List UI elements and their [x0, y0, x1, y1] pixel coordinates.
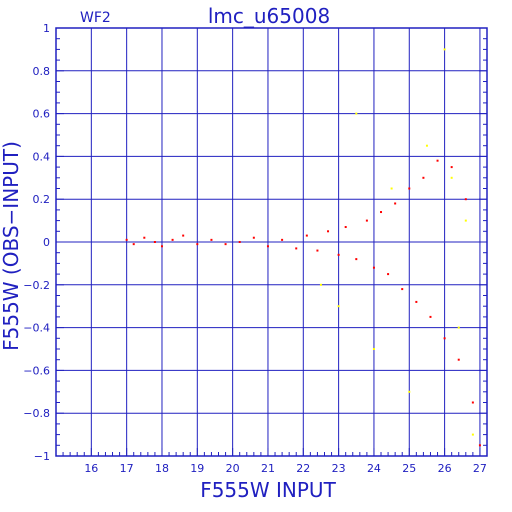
data-point [295, 247, 298, 250]
data-point [355, 258, 358, 261]
data-point [238, 241, 241, 243]
data-point [415, 300, 418, 303]
data-point [380, 211, 383, 214]
data-point [464, 219, 467, 222]
data-point [450, 176, 453, 179]
data-point [464, 198, 467, 201]
data-point [281, 238, 284, 241]
data-point [401, 288, 404, 291]
data-point [132, 243, 135, 246]
x-tick-label: 24 [367, 462, 381, 475]
x-tick-label: 27 [473, 462, 487, 475]
x-tick-label: 20 [226, 462, 240, 475]
data-point [471, 401, 474, 404]
x-axis-ticks: 16 17 18 19 20 21 22 23 24 25 26 27 [62, 448, 488, 475]
x-tick-label: 17 [120, 462, 134, 475]
y-axis-title: F555W (OBS−INPUT) [0, 141, 23, 351]
data-point [266, 245, 269, 248]
data-point [305, 234, 308, 237]
data-point [471, 433, 474, 436]
data-point [252, 236, 255, 239]
data-point [365, 219, 368, 222]
x-axis-title: F555W INPUT [200, 478, 336, 502]
data-point [457, 358, 460, 361]
x-tick-label: 23 [332, 462, 346, 475]
data-point [125, 238, 128, 241]
data-point [429, 315, 432, 318]
y-tick-label: −0.2 [23, 279, 50, 292]
y-tick-label: 0.8 [33, 65, 51, 78]
data-point [337, 305, 340, 308]
chart-title: lmc_u65008 [208, 4, 330, 28]
data-point [143, 236, 146, 239]
data-point [425, 144, 428, 147]
data-point [372, 266, 375, 269]
x-tick-label: 18 [155, 462, 169, 475]
data-point [337, 253, 340, 256]
data-point [196, 243, 199, 246]
data-point [457, 326, 460, 329]
y-tick-label: −0.8 [23, 407, 50, 420]
y-tick-label: −0.4 [23, 322, 50, 335]
data-point [394, 202, 397, 205]
data-point [450, 166, 453, 169]
data-point [210, 238, 213, 241]
data-point [316, 249, 319, 252]
data-point [327, 230, 330, 233]
scatter-points [125, 48, 481, 447]
data-point [408, 390, 411, 393]
y-axis-ticks: −1 −0.8 −0.6 −0.4 −0.2 0 0.2 0.4 0.6 0.8 1 [23, 22, 487, 463]
panel-label: WF2 [80, 10, 111, 26]
data-point [355, 112, 358, 115]
data-point [372, 348, 375, 350]
x-tick-label: 22 [296, 462, 310, 475]
data-point [436, 159, 439, 162]
x-tick-label: 16 [84, 462, 98, 475]
y-tick-label: −0.6 [23, 364, 50, 377]
data-point [408, 187, 411, 190]
y-tick-label: 1 [43, 22, 50, 35]
data-point [344, 226, 347, 229]
data-point [182, 234, 185, 237]
y-tick-label: 0.2 [33, 193, 51, 206]
y-tick-label: 0.6 [33, 108, 51, 121]
x-tick-label: 19 [190, 462, 204, 475]
data-point [443, 337, 446, 340]
x-tick-label: 21 [261, 462, 275, 475]
data-point [319, 283, 322, 286]
y-tick-label: −1 [34, 450, 50, 463]
data-point [443, 48, 446, 51]
data-point [390, 187, 393, 190]
y-tick-label: 0 [43, 236, 50, 249]
y-tick-label: 0.4 [33, 150, 51, 163]
data-point [224, 243, 227, 246]
data-point [160, 245, 163, 248]
data-point [153, 241, 156, 243]
data-point [387, 273, 390, 276]
data-point [422, 176, 425, 179]
x-tick-label: 25 [402, 462, 416, 475]
x-tick-label: 26 [438, 462, 452, 475]
data-point [171, 238, 174, 241]
data-point [478, 444, 481, 447]
